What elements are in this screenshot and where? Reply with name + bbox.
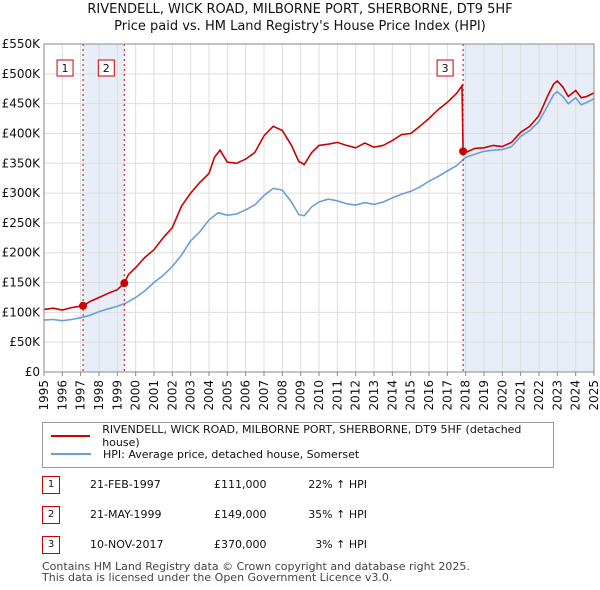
sale-period-shade [463,44,594,372]
y-tick-label: £300K [2,186,42,200]
sale-point [120,279,129,288]
x-tick-label: 1999 [110,380,124,411]
x-tick-label: 2003 [184,380,198,411]
property-price-line [43,79,595,311]
footer-licence: This data is licensed under the Open Gov… [42,571,393,584]
x-tick-label: 2009 [294,380,308,411]
y-tick-label: £0 [25,365,40,379]
sale-period-shade [83,44,125,372]
sale-point [79,301,88,310]
sale-price: £111,000 [214,478,267,491]
x-tick-label: 2017 [440,380,454,411]
sale-date: 21-FEB-1997 [90,478,161,491]
price-chart: £0 £50K £100K £150K £200K £250K £300K £350K £400… [2,37,600,411]
sale-hpi-diff: 22% ↑ HPI [308,478,367,491]
x-tick-label: 1995 [37,380,51,411]
sale-label-box [436,59,454,77]
y-tick-label: £250K [2,216,42,230]
y-tick-label: £50K [9,335,41,349]
x-tick-label: 2021 [514,380,528,411]
sale-label-box [97,59,115,77]
x-tick-label: 2008 [275,380,289,411]
x-tick-label: 2004 [202,380,216,411]
legend-item-hpi: HPI: Average price, detached house, Some… [51,445,359,463]
chart-subtitle: Price paid vs. HM Land Registry's House … [114,19,486,34]
y-tick-label: £200K [2,246,42,260]
sale-label: 2 [103,62,110,75]
x-tick-label: 2010 [312,380,326,411]
x-tick-label: 2018 [459,380,473,411]
y-tick-label: £450K [2,97,42,111]
x-tick-label: 2016 [422,380,436,411]
sale-label-box [56,59,74,77]
x-tick-label: 2006 [239,380,253,411]
y-tick-label: £500K [2,67,42,81]
y-tick-label: £350K [2,156,42,170]
x-tick-label: 2015 [404,380,418,411]
x-tick-label: 2014 [385,380,399,411]
y-tick-label: £150K [2,276,42,290]
sale-label: 1 [62,62,69,75]
x-tick-label: 2007 [257,380,271,411]
x-tick-label: 2005 [220,380,234,411]
legend-swatch-hpi [51,453,91,455]
y-tick-label: £100K [2,305,42,319]
x-tick-label: 2020 [495,380,509,411]
legend-label-hpi: HPI: Average price, detached house, Some… [103,447,360,461]
sale-price: £149,000 [214,508,267,521]
sale-label: 3 [442,62,449,75]
sale-row: 3 10-NOV-2017 £370,000 3% ↑ HPI [42,536,562,556]
sale-date: 10-NOV-2017 [90,538,164,551]
x-tick-label: 2025 [587,380,600,411]
sale-hpi-diff: 35% ↑ HPI [308,508,367,521]
x-tick-label: 2011 [330,380,344,411]
x-tick-label: 2000 [129,380,143,411]
hpi-line [43,90,595,322]
sale-hpi-diff: 3% ↑ HPI [315,538,367,551]
sale-row: 2 21-MAY-1999 £149,000 35% ↑ HPI [42,506,562,526]
legend-label-property: RIVENDELL, WICK ROAD, MILBORNE PORT, SHE… [102,423,522,449]
sale-number: 3 [42,536,60,554]
sale-point [459,147,468,156]
x-tick-label: 1997 [74,380,88,411]
sale-number: 2 [42,506,60,524]
x-tick-label: 2019 [477,380,491,411]
plot-frame [43,43,595,373]
footer-copyright: Contains HM Land Registry data © Crown c… [42,560,470,573]
x-tick-label: 1996 [55,380,69,411]
x-tick-label: 2022 [532,380,546,411]
x-tick-label: 2013 [367,380,381,411]
legend-item-property: RIVENDELL, WICK ROAD, MILBORNE PORT, SHE… [51,423,553,449]
y-tick-label: £400K [2,126,42,140]
y-tick-label: £550K [2,37,42,51]
sale-date: 21-MAY-1999 [90,508,162,521]
chart-title-address: RIVENDELL, WICK ROAD, MILBORNE PORT, SHE… [87,2,513,17]
x-tick-label: 2023 [550,380,564,411]
sale-price: £370,000 [214,538,267,551]
legend: RIVENDELL, WICK ROAD, MILBORNE PORT, SHE… [42,422,554,468]
x-tick-label: 2012 [349,380,363,411]
x-tick-label: 2001 [147,380,161,411]
x-tick-label: 2024 [569,380,583,411]
x-tick-label: 1998 [92,380,106,411]
legend-swatch-property [51,435,91,437]
sale-row: 1 21-FEB-1997 £111,000 22% ↑ HPI [42,476,562,496]
sale-number: 1 [42,476,60,494]
x-tick-label: 2002 [165,380,179,411]
